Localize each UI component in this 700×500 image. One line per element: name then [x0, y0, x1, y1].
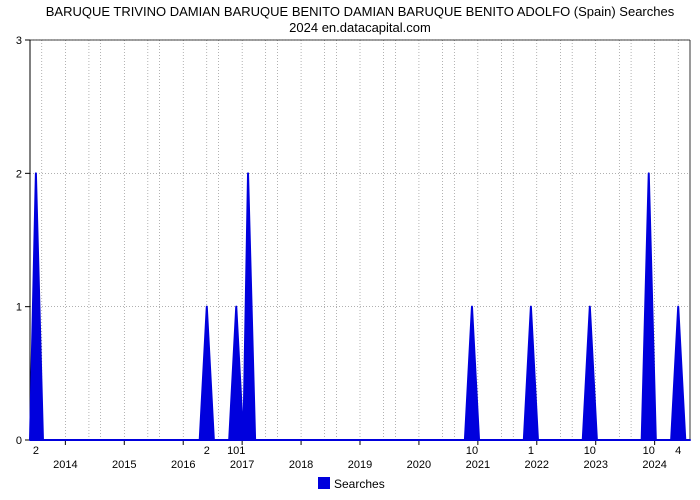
x-tick-label: 2024	[642, 459, 666, 471]
x-tick-label: 2017	[230, 459, 254, 471]
chart-container: BARUQUE TRIVINO DAMIAN BARUQUE BENITO DA…	[0, 0, 700, 500]
chart-title-line2: 2024 en.datacapital.com	[289, 20, 431, 35]
x-tick-label: 2015	[112, 459, 136, 471]
y-tick-label: 2	[16, 168, 22, 180]
x-tick-label: 2022	[525, 459, 549, 471]
legend-swatch	[318, 477, 330, 489]
value-label: 2	[204, 445, 210, 457]
x-tick-label: 2018	[289, 459, 313, 471]
x-tick-label: 2014	[53, 459, 77, 471]
x-tick-label: 2023	[583, 459, 607, 471]
value-label: 10	[584, 445, 596, 457]
value-label: 1	[528, 445, 534, 457]
legend-label: Searches	[334, 477, 385, 491]
x-tick-label: 2016	[171, 459, 195, 471]
x-tick-label: 2020	[407, 459, 431, 471]
chart-title-line1: BARUQUE TRIVINO DAMIAN BARUQUE BENITO DA…	[46, 4, 675, 19]
value-label: 101	[227, 445, 245, 457]
x-tick-label: 2021	[466, 459, 490, 471]
y-tick-label: 1	[16, 302, 22, 314]
value-label: 4	[675, 445, 681, 457]
y-tick-label: 3	[16, 35, 22, 47]
searches-chart: BARUQUE TRIVINO DAMIAN BARUQUE BENITO DA…	[0, 0, 700, 500]
x-tick-label: 2019	[348, 459, 372, 471]
value-label: 10	[466, 445, 478, 457]
y-tick-label: 0	[16, 435, 22, 447]
value-label: 10	[643, 445, 655, 457]
value-label: 2	[33, 445, 39, 457]
